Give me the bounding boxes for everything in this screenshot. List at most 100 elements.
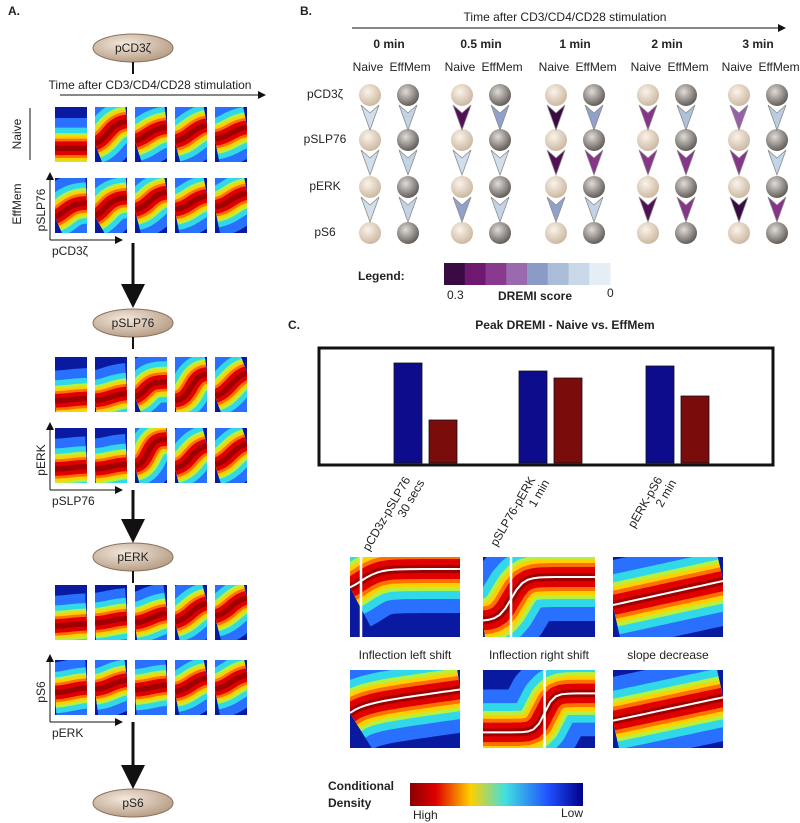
panel-label: A. — [8, 4, 20, 18]
bar — [428, 419, 458, 464]
heatmap — [175, 178, 207, 233]
dremi-arrow — [729, 196, 749, 224]
heatmap — [95, 428, 127, 483]
population-label: Naive — [445, 60, 476, 74]
heatmap — [95, 178, 127, 233]
dremi-arrow — [452, 149, 472, 177]
row-label: EffMem — [10, 183, 24, 224]
dremi-arrow — [360, 149, 380, 177]
heatmap — [135, 428, 167, 483]
population-label: Naive — [353, 60, 384, 74]
protein-node — [766, 84, 788, 106]
heatmap — [95, 585, 127, 640]
heatmap — [175, 660, 207, 715]
density-band — [215, 595, 247, 619]
protein-node — [489, 84, 511, 106]
population-label: EffMem — [758, 60, 799, 74]
density-band — [135, 379, 167, 400]
density-band — [135, 189, 167, 213]
density-band — [135, 682, 167, 693]
protein-node — [397, 84, 419, 106]
population-label: EffMem — [389, 60, 430, 74]
protein-node — [489, 129, 511, 151]
dremi-arrow — [360, 104, 380, 132]
pattern-label: slope decrease — [627, 648, 709, 662]
time-axis-label: Time after CD3/CD4/CD28 stimulation — [49, 78, 252, 92]
density-band — [135, 436, 167, 469]
protein-node — [397, 129, 419, 151]
dremi-arrow — [676, 149, 696, 177]
legend-tick: 0 — [607, 286, 614, 300]
density-band — [55, 685, 87, 696]
heatmap — [215, 660, 247, 715]
panel-label: B. — [300, 4, 312, 18]
bar — [645, 365, 675, 464]
legend-title: Legend: — [358, 269, 405, 283]
dremi-arrow — [490, 149, 510, 177]
heatmap — [135, 357, 167, 412]
dremi-arrow — [676, 104, 696, 132]
protein-node — [545, 84, 567, 106]
bar — [393, 362, 423, 464]
heatmap — [55, 585, 87, 640]
time-label: 1 min — [559, 37, 590, 51]
heatmap — [135, 660, 167, 715]
panel-label: C. — [288, 318, 300, 332]
dremi-arrow — [398, 149, 418, 177]
legend-swatch — [464, 263, 486, 285]
pattern-label: Inflection right shift — [489, 648, 590, 662]
x-axis-label: pSLP76 — [52, 494, 95, 508]
time-label: 0.5 min — [460, 37, 501, 51]
dremi-arrow — [398, 104, 418, 132]
density-band — [175, 443, 207, 471]
row-label: Naive — [10, 118, 24, 149]
time-label: 2 min — [651, 37, 682, 51]
bar — [680, 395, 710, 464]
dremi-arrow — [638, 196, 658, 224]
density-band — [175, 193, 207, 213]
dremi-arrow — [584, 196, 604, 224]
heatmap — [175, 585, 207, 640]
heatmap — [350, 557, 460, 637]
heatmap — [483, 557, 595, 637]
protein-node — [766, 176, 788, 198]
heatmap — [175, 107, 207, 162]
x-axis-label: pCD3ζ — [52, 244, 89, 258]
dremi-arrow — [676, 196, 696, 224]
density-band — [135, 124, 167, 144]
dremi-arrow — [490, 104, 510, 132]
density-band — [215, 440, 247, 468]
heatmap — [135, 585, 167, 640]
legend-label: DREMI score — [498, 289, 572, 303]
density-band — [215, 370, 247, 399]
heatmap — [55, 357, 87, 412]
protein-node — [359, 222, 381, 244]
density-band — [175, 600, 207, 625]
density-band — [95, 615, 127, 626]
heatmap — [215, 428, 247, 483]
fit-line — [350, 688, 460, 714]
density-band — [55, 620, 87, 629]
protein-node — [489, 176, 511, 198]
colorbar-low: Low — [561, 806, 583, 820]
dremi-arrow — [767, 149, 787, 177]
protein-node — [675, 84, 697, 106]
heatmap — [483, 670, 595, 748]
population-label: EffMem — [575, 60, 616, 74]
population-label: EffMem — [667, 60, 708, 74]
protein-node — [583, 222, 605, 244]
protein-node — [637, 84, 659, 106]
protein-node — [728, 129, 750, 151]
dremi-arrow — [729, 149, 749, 177]
heatmap — [55, 428, 87, 483]
protein-node — [728, 176, 750, 198]
protein-node — [451, 176, 473, 198]
y-axis-label: pS6 — [34, 681, 48, 703]
protein-node — [675, 222, 697, 244]
legend-swatch — [506, 263, 528, 285]
protein-node — [728, 84, 750, 106]
protein-node — [359, 176, 381, 198]
protein-node — [675, 176, 697, 198]
node-label: pS6 — [122, 796, 144, 810]
heatmap — [55, 660, 87, 715]
